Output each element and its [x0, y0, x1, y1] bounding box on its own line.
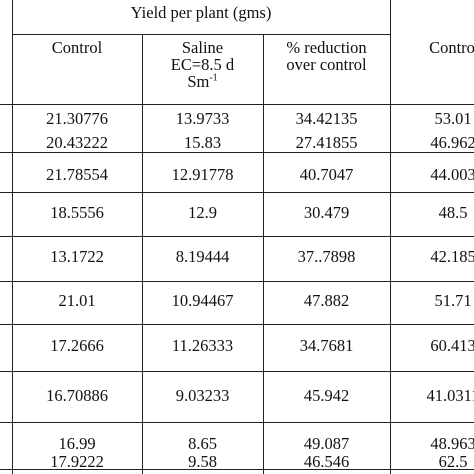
cell-control: 16.70886 [46, 386, 108, 405]
cell-saline: 8.65 [188, 434, 217, 453]
cell-next-control: 62.5 [438, 452, 468, 471]
cell-reduction: 40.7047 [299, 165, 354, 184]
header-reduction-line1: % reduction [286, 38, 367, 57]
cell-saline: 12.9 [188, 203, 217, 222]
header-bottom-rule [0, 104, 474, 105]
cell-reduction: 27.41855 [295, 133, 358, 152]
cell-next-control: 48.5 [438, 203, 468, 222]
cell-next-control: 51.71 [434, 291, 472, 310]
cell-reduction: 47.882 [303, 291, 350, 310]
cell-control: 21.01 [58, 291, 96, 310]
cell-control: 17.2666 [50, 336, 104, 355]
cell-reduction: 30.479 [303, 203, 350, 222]
cell-control: 18.5556 [50, 203, 104, 222]
header-saline-unit: Sm [187, 72, 210, 91]
group-header-yield-per-plant: Yield per plant (gms) [130, 3, 272, 22]
cell-next-control: 42.185 [430, 247, 474, 266]
cell-control: 13.1722 [50, 247, 104, 266]
cell-saline: 8.19444 [175, 247, 230, 266]
cell-control: 16.99 [58, 434, 96, 453]
row-divider [0, 236, 474, 237]
cell-reduction: 37..7898 [297, 247, 356, 266]
header-reduction-line2: over control [286, 55, 367, 74]
row-divider [0, 371, 474, 372]
row-divider [0, 281, 474, 282]
header-saline-line3: Sm-1 [142, 73, 263, 90]
cell-next-control: 48.963 [430, 434, 474, 453]
cell-control: 21.78554 [46, 165, 108, 184]
row-divider [0, 422, 474, 423]
cell-reduction: 34.7681 [299, 336, 354, 355]
row-divider [0, 192, 474, 193]
row-divider [0, 152, 474, 153]
group-header-bottom-rule [12, 34, 390, 35]
cell-saline: 15.83 [183, 133, 222, 152]
cell-next-control: 53.01 [434, 109, 472, 128]
cell-control: 21.30776 [46, 109, 108, 128]
cell-saline: 10.94467 [171, 291, 234, 310]
row-divider [0, 324, 474, 325]
header-saline-line1: Saline [181, 38, 224, 57]
cell-next-control: 44.003 [430, 165, 474, 184]
cell-next-control: 60.413 [430, 336, 474, 355]
cell-saline: 9.03233 [175, 386, 230, 405]
header-saline-unit-exponent: -1 [209, 72, 218, 84]
cell-saline: 13.9733 [175, 109, 230, 128]
table-border-left [12, 0, 13, 474]
cell-saline: 11.26333 [171, 336, 234, 355]
cell-reduction: 49.087 [303, 434, 350, 453]
column-divider [263, 34, 264, 474]
column-divider [142, 34, 143, 474]
row-divider [0, 469, 474, 470]
cell-reduction: 34.42135 [295, 109, 358, 128]
cell-reduction: 46.546 [303, 452, 350, 471]
header-percent-reduction: % reduction over control [263, 39, 390, 73]
header-saline-line2: EC=8.5 d [170, 55, 235, 74]
cell-control: 20.43222 [46, 133, 108, 152]
cell-saline: 9.58 [188, 452, 217, 471]
column-divider [390, 0, 391, 474]
cell-saline: 12.91778 [171, 165, 234, 184]
cell-reduction: 45.942 [303, 386, 350, 405]
header-saline: Saline EC=8.5 d Sm-1 [142, 39, 263, 90]
header-control: Control [51, 38, 103, 57]
header-next-control: Contro [429, 38, 474, 57]
cell-next-control: 46.962 [430, 133, 474, 152]
cell-control: 17.9222 [50, 452, 104, 471]
